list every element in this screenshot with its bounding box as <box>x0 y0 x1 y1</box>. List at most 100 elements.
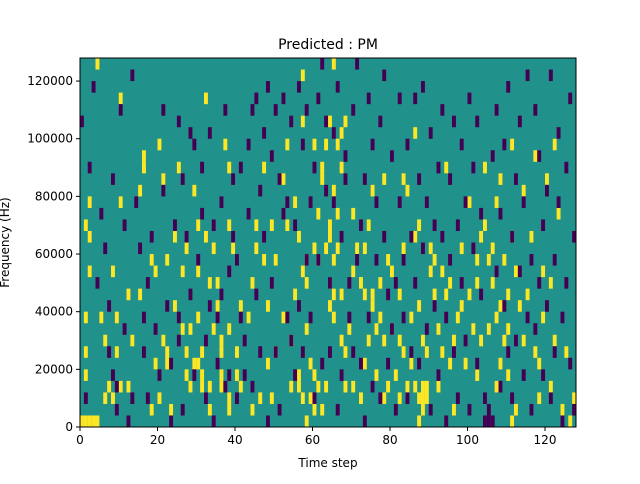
high-value-cell <box>211 323 216 335</box>
low-value-cell <box>320 58 325 70</box>
high-value-cell <box>541 265 546 278</box>
low-value-cell <box>409 230 414 243</box>
high-value-cell <box>304 277 309 289</box>
low-value-cell <box>246 138 251 151</box>
high-value-cell <box>118 196 123 208</box>
low-value-cell <box>502 300 507 312</box>
high-value-cell <box>273 254 278 266</box>
low-value-cell <box>459 138 464 151</box>
high-value-cell <box>424 392 429 404</box>
high-value-cell <box>343 346 348 358</box>
low-value-cell <box>545 184 549 197</box>
low-value-cell <box>142 311 146 324</box>
high-value-cell <box>424 346 429 358</box>
low-value-cell <box>347 277 352 289</box>
high-value-cell <box>300 115 305 128</box>
high-value-cell <box>432 288 437 301</box>
low-value-cell <box>564 161 569 174</box>
low-value-cell <box>176 115 181 128</box>
low-value-cell <box>126 415 131 428</box>
high-value-cell <box>184 346 189 358</box>
low-value-cell <box>506 81 511 93</box>
high-value-cell <box>417 392 422 404</box>
low-value-cell <box>130 69 135 82</box>
low-value-cell <box>521 196 526 208</box>
high-value-cell <box>502 334 507 347</box>
low-value-cell <box>463 196 468 208</box>
high-value-cell <box>281 311 286 324</box>
high-value-cell <box>149 254 154 266</box>
low-value-cell <box>153 323 158 335</box>
high-value-cell <box>207 277 212 289</box>
high-value-cell <box>87 230 92 243</box>
high-value-cell <box>300 392 305 404</box>
low-value-cell <box>455 219 460 232</box>
low-value-cell <box>421 242 425 255</box>
high-value-cell <box>397 288 402 301</box>
low-value-cell <box>471 161 476 174</box>
low-value-cell <box>362 173 367 185</box>
low-value-cell <box>204 392 208 404</box>
low-value-cell <box>223 380 228 393</box>
low-value-cell <box>331 127 336 139</box>
high-value-cell <box>103 334 108 347</box>
high-value-cell <box>293 288 298 301</box>
high-value-cell <box>258 392 263 404</box>
high-value-cell <box>455 311 460 324</box>
low-value-cell <box>335 403 340 416</box>
low-value-cell <box>424 323 429 335</box>
low-value-cell <box>192 138 197 151</box>
low-value-cell <box>440 230 445 243</box>
high-value-cell <box>413 127 418 139</box>
low-value-cell <box>207 300 212 312</box>
high-value-cell <box>227 161 232 174</box>
low-value-cell <box>335 81 340 93</box>
x-axis-label: Time step <box>297 456 357 470</box>
high-value-cell <box>207 403 212 416</box>
high-value-cell <box>118 380 123 393</box>
high-value-cell <box>180 265 185 278</box>
high-value-cell <box>331 184 336 197</box>
high-value-cell <box>331 58 336 70</box>
low-value-cell <box>312 161 317 174</box>
high-value-cell <box>374 323 379 335</box>
low-value-cell <box>107 300 112 312</box>
high-value-cell <box>483 219 487 232</box>
low-value-cell <box>180 173 185 185</box>
low-value-cell <box>324 115 329 128</box>
low-value-cell <box>494 265 499 278</box>
high-value-cell <box>529 230 534 243</box>
high-value-cell <box>262 254 267 266</box>
high-value-cell <box>401 346 406 358</box>
high-value-cell <box>417 415 422 428</box>
low-value-cell <box>560 415 565 428</box>
high-value-cell <box>564 346 569 358</box>
low-value-cell <box>564 277 569 289</box>
low-value-cell <box>386 357 391 370</box>
low-value-cell <box>118 104 123 116</box>
high-value-cell <box>312 403 317 416</box>
high-value-cell <box>300 265 305 278</box>
low-value-cell <box>176 311 181 324</box>
high-value-cell <box>436 323 441 335</box>
low-value-cell <box>297 81 301 93</box>
high-value-cell <box>165 346 170 358</box>
low-value-cell <box>417 173 422 185</box>
high-value-cell <box>448 357 453 370</box>
low-value-cell <box>200 207 205 220</box>
low-value-cell <box>475 115 480 128</box>
high-value-cell <box>165 357 170 370</box>
low-value-cell <box>281 207 286 220</box>
high-value-cell <box>304 415 309 428</box>
low-value-cell <box>525 311 530 324</box>
high-value-cell <box>262 161 267 174</box>
high-value-cell <box>471 323 476 335</box>
high-value-cell <box>188 323 193 335</box>
high-value-cell <box>390 265 394 278</box>
chart-title: Predicted : PM <box>278 37 378 53</box>
high-value-cell <box>114 311 119 324</box>
high-value-cell <box>331 311 336 324</box>
low-value-cell <box>308 196 313 208</box>
high-value-cell <box>510 415 515 428</box>
high-value-cell <box>351 265 356 278</box>
